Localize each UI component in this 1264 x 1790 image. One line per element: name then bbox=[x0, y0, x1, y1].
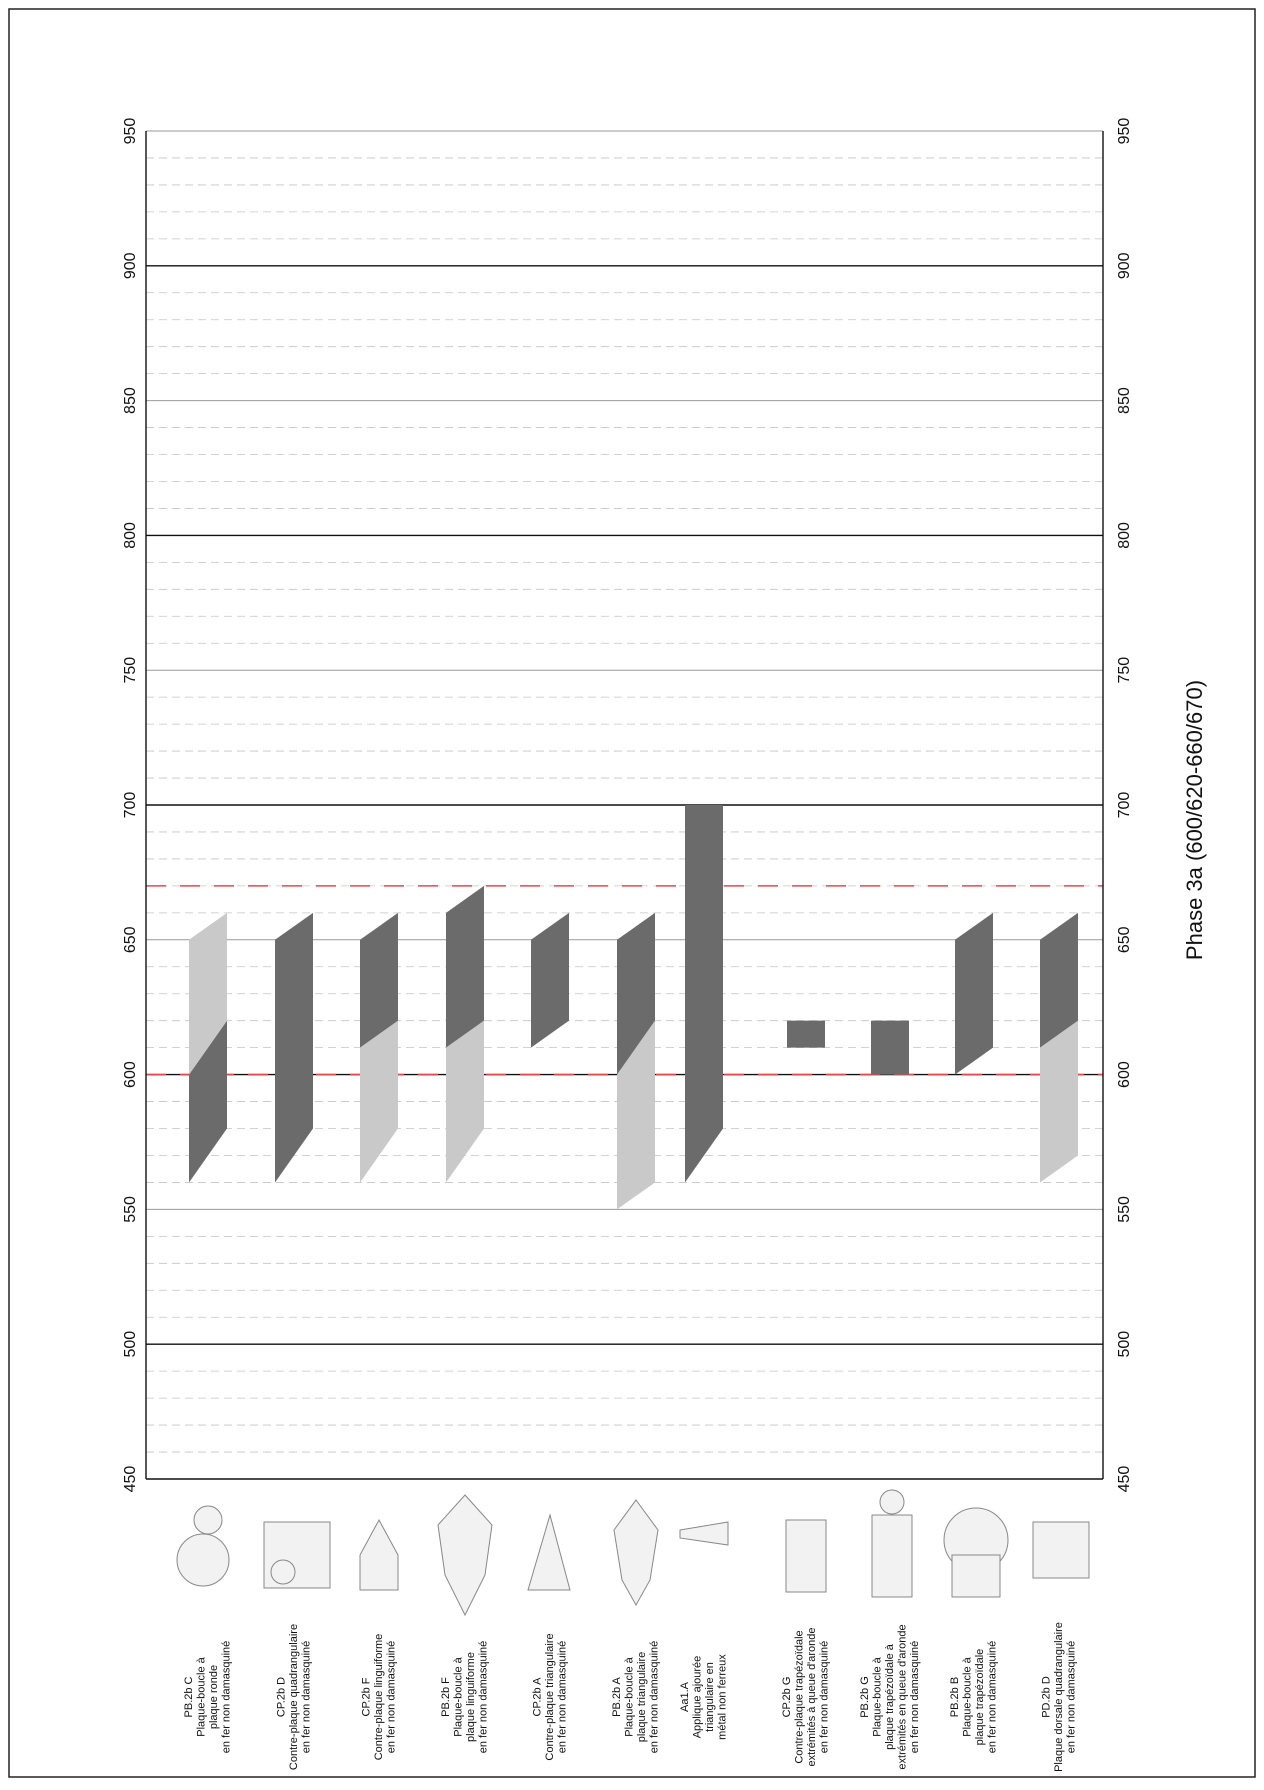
category-label: PB.2b C bbox=[183, 1676, 195, 1717]
category-label: PD.2b D bbox=[1040, 1676, 1052, 1718]
artifact-drawing bbox=[263, 1521, 331, 1589]
range-bar bbox=[446, 885, 484, 1048]
category-label: CP.2b D bbox=[275, 1677, 287, 1717]
range-bar bbox=[617, 1020, 655, 1210]
y-tick-label: 950 bbox=[122, 118, 139, 145]
category-label: CP.2b G bbox=[781, 1677, 793, 1718]
y2-tick-label: 600 bbox=[1116, 1061, 1133, 1088]
range-bar bbox=[275, 912, 313, 1183]
artifact-drawing bbox=[943, 1507, 1009, 1598]
grid bbox=[146, 130, 1103, 1480]
category-label: en fer non damasquiné bbox=[478, 1641, 490, 1754]
category-label: métal non ferreux bbox=[717, 1654, 729, 1740]
category-label: en fer non damasquiné bbox=[221, 1641, 233, 1754]
bars bbox=[189, 805, 1078, 1210]
category-label: en fer non damasquiné bbox=[385, 1641, 397, 1754]
artifact-drawing bbox=[613, 1499, 659, 1607]
y-tick-label: 850 bbox=[122, 387, 139, 414]
category-label: Contre-plaque quadrangulaire bbox=[288, 1624, 300, 1770]
y-tick-label: 650 bbox=[122, 926, 139, 953]
page-border bbox=[8, 8, 1256, 1778]
category-label: plaque ronde bbox=[208, 1665, 220, 1729]
y2-tick-label: 900 bbox=[1116, 252, 1133, 279]
range-bar bbox=[1040, 1020, 1078, 1183]
category-label: triangulaire en bbox=[704, 1662, 716, 1732]
category-label: Applique ajourée bbox=[692, 1656, 704, 1739]
category-label: plaque triangulaire bbox=[636, 1652, 648, 1743]
chart-title: Phase 3a (600/620-660/670) bbox=[1182, 680, 1207, 960]
category-label: en fer non damasquiné bbox=[819, 1641, 831, 1754]
artifact-drawing bbox=[527, 1513, 571, 1591]
category-label: Contre-plaque linguiforme bbox=[373, 1634, 385, 1761]
category-label: Contre-plaque trapézoïdale bbox=[794, 1630, 806, 1763]
category-label: Plaque-boucle à bbox=[962, 1656, 974, 1736]
category-label: plaque trapézoïdale bbox=[974, 1649, 986, 1746]
y2-tick-label: 950 bbox=[1116, 118, 1133, 145]
range-bar bbox=[1040, 912, 1078, 1048]
category-label: plaque trapézoïdale à bbox=[884, 1643, 896, 1750]
category-label: en fer non damasquiné bbox=[987, 1641, 999, 1754]
y2-tick-label: 750 bbox=[1116, 657, 1133, 684]
range-bar bbox=[787, 1020, 825, 1048]
artifact-drawing bbox=[679, 1521, 729, 1546]
range-bar bbox=[360, 1020, 398, 1183]
category-label: plaque linguiforme bbox=[465, 1652, 477, 1742]
category-label: Plaque dorsale quadrangulaire bbox=[1053, 1622, 1065, 1772]
category-label: PB.2b G bbox=[859, 1676, 871, 1718]
range-bar bbox=[446, 1020, 484, 1183]
category-label: Aa1.A bbox=[679, 1681, 691, 1712]
y2-tick-label: 450 bbox=[1116, 1466, 1133, 1493]
category-label: en fer non damasquiné bbox=[1065, 1641, 1077, 1754]
category-label: Plaque-boucle à bbox=[624, 1656, 636, 1736]
category-label: en fer non damasquiné bbox=[909, 1641, 921, 1754]
artifact-drawing bbox=[785, 1519, 827, 1593]
y2-tick-label: 850 bbox=[1116, 387, 1133, 414]
category-label: CP.2b A bbox=[531, 1677, 543, 1717]
artifact-drawings bbox=[176, 1489, 1090, 1617]
artifact-drawing bbox=[359, 1518, 399, 1591]
range-bar bbox=[189, 912, 227, 1075]
artifact-drawing bbox=[1032, 1521, 1090, 1579]
category-label: Plaque-boucle à bbox=[871, 1656, 883, 1736]
y2-tick-label: 500 bbox=[1116, 1331, 1133, 1358]
range-bar bbox=[360, 912, 398, 1048]
y-tick-label: 450 bbox=[122, 1466, 139, 1493]
y-tick-label: 800 bbox=[122, 522, 139, 549]
range-bar bbox=[617, 912, 655, 1075]
category-label: Plaque-boucle à bbox=[453, 1656, 465, 1736]
y-tick-label: 600 bbox=[122, 1061, 139, 1088]
category-label: en fer non damasquiné bbox=[300, 1641, 312, 1754]
category-label: Contre-plaque triangulaire bbox=[544, 1633, 556, 1760]
range-bar bbox=[685, 805, 723, 1183]
category-label: PB.2b F bbox=[440, 1677, 452, 1717]
y2-tick-label: 650 bbox=[1116, 926, 1133, 953]
range-bar bbox=[955, 912, 993, 1075]
artifact-drawing bbox=[176, 1505, 230, 1587]
category-label: PB.2b A bbox=[611, 1676, 623, 1716]
category-label: Plaque-boucle à bbox=[196, 1656, 208, 1736]
range-bar bbox=[871, 1020, 909, 1075]
category-label: PB.2b B bbox=[949, 1677, 961, 1717]
range-bar bbox=[531, 912, 569, 1048]
category-label: extrémités à queue d'aronde bbox=[806, 1627, 818, 1766]
y2-tick-label: 800 bbox=[1116, 522, 1133, 549]
category-label: extrémités en queue d'aronde bbox=[896, 1624, 908, 1769]
category-labels: PB.2b C Plaque-boucle à plaque ronde en fer… bbox=[183, 1622, 1077, 1772]
y2-tick-label: 550 bbox=[1116, 1196, 1133, 1223]
category-label: en fer non damasquiné bbox=[649, 1641, 661, 1754]
range-bar bbox=[189, 1020, 227, 1183]
y-tick-label: 750 bbox=[122, 657, 139, 684]
y2-tick-label: 700 bbox=[1116, 792, 1133, 819]
y-tick-label: 500 bbox=[122, 1331, 139, 1358]
artifact-drawing bbox=[437, 1494, 493, 1617]
category-label: en fer non damasquiné bbox=[556, 1641, 568, 1754]
y-tick-label: 900 bbox=[122, 252, 139, 279]
y-tick-label: 700 bbox=[122, 792, 139, 819]
y-tick-label: 550 bbox=[122, 1196, 139, 1223]
axes: 450 450 500 500 550 550 600 600 650 650 700 700 750 7… bbox=[122, 118, 1133, 1493]
artifact-drawing bbox=[871, 1489, 913, 1598]
category-label: CP.2b F bbox=[360, 1677, 372, 1716]
